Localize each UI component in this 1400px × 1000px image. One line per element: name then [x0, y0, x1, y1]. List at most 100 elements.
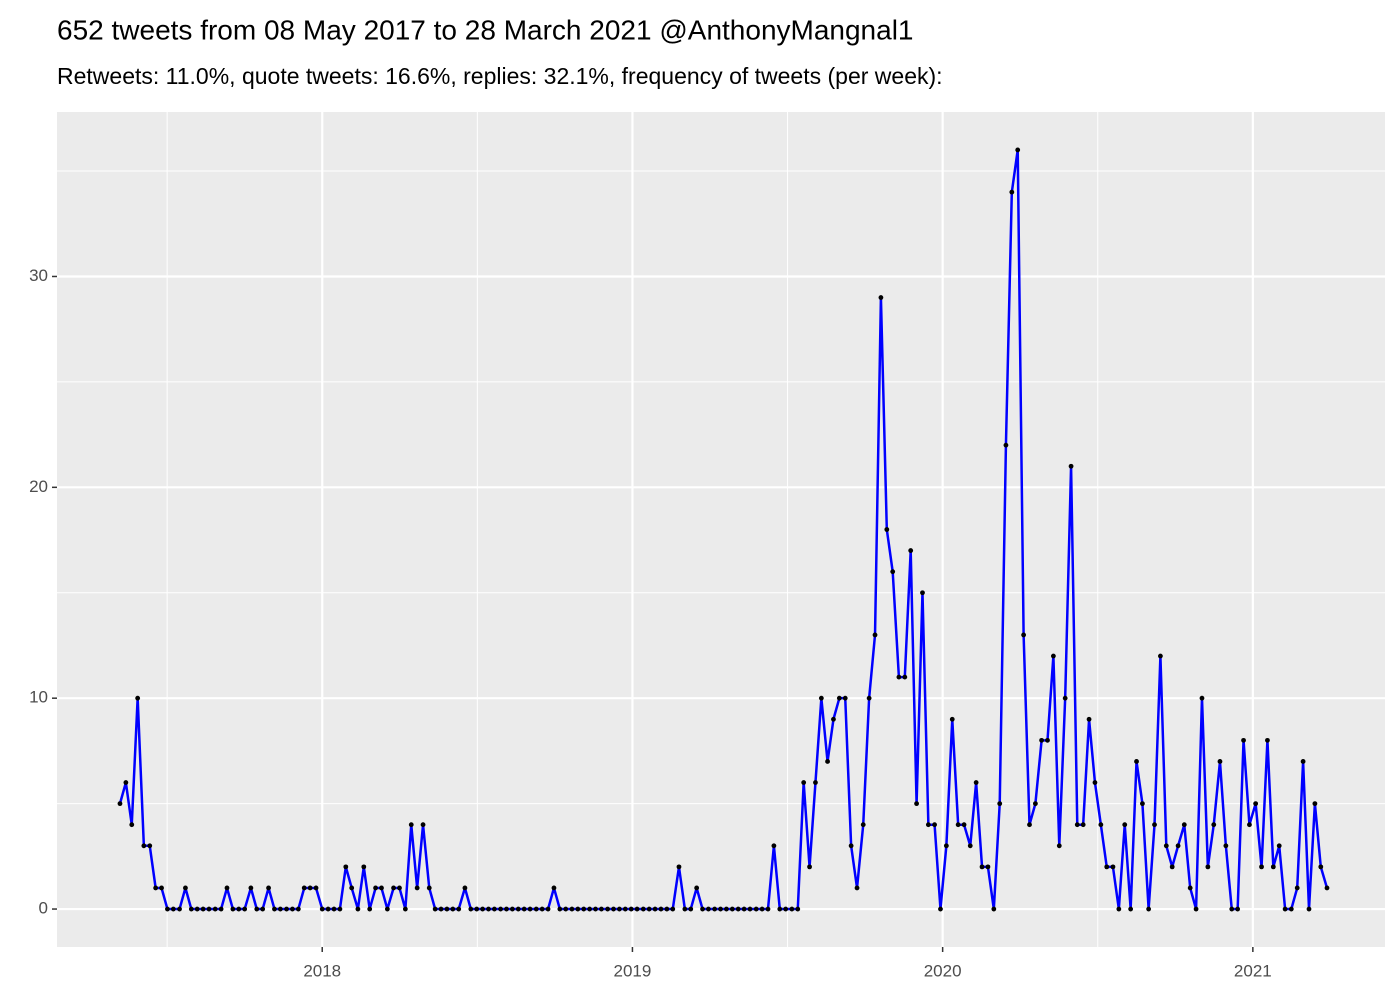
data-point: [1056, 843, 1062, 849]
data-point: [860, 822, 866, 828]
data-point: [818, 695, 824, 701]
data-point: [1300, 759, 1306, 764]
data-point: [474, 906, 480, 912]
data-point: [450, 906, 456, 912]
y-tick-label: 30: [29, 266, 48, 285]
data-point: [414, 885, 420, 891]
data-point: [498, 906, 503, 912]
data-point: [165, 906, 170, 912]
data-point: [753, 906, 759, 912]
data-point: [266, 885, 271, 891]
data-point: [557, 906, 563, 912]
data-point: [295, 906, 301, 912]
data-point: [938, 906, 943, 912]
data-point: [188, 906, 194, 912]
data-point: [1146, 906, 1152, 912]
data-point: [569, 906, 575, 912]
data-point: [1193, 906, 1199, 912]
x-tick-label: 2020: [924, 961, 962, 980]
data-point: [159, 885, 164, 891]
data-point: [783, 906, 789, 912]
data-point: [932, 822, 937, 828]
data-point: [747, 906, 753, 912]
data-point: [599, 906, 604, 912]
data-point: [605, 906, 611, 912]
data-point: [617, 906, 622, 912]
data-point: [397, 885, 402, 891]
data-point: [848, 843, 854, 849]
data-point: [1050, 653, 1056, 659]
data-point: [1015, 147, 1021, 153]
data-point: [379, 885, 384, 891]
data-point: [622, 906, 628, 912]
data-point: [420, 822, 426, 828]
data-point: [866, 695, 872, 701]
chart-subtitle: Retweets: 11.0%, quote tweets: 16.6%, re…: [57, 63, 943, 89]
data-point: [1217, 759, 1223, 764]
data-point: [1175, 843, 1181, 849]
data-point: [914, 801, 919, 807]
data-point: [801, 780, 807, 785]
data-point: [349, 885, 355, 891]
data-point: [254, 906, 260, 912]
data-point: [658, 906, 664, 912]
data-point: [890, 569, 896, 575]
data-point: [1241, 737, 1246, 743]
data-point: [212, 906, 218, 912]
chart-title: 652 tweets from 08 May 2017 to 28 March …: [57, 14, 914, 45]
data-point: [319, 906, 325, 912]
data-point: [967, 843, 973, 849]
data-point: [272, 906, 277, 912]
data-point: [337, 906, 343, 912]
y-tick-label: 0: [39, 899, 48, 918]
data-point: [1294, 885, 1300, 891]
data-point: [676, 864, 682, 870]
data-point: [1027, 822, 1032, 828]
data-point: [384, 906, 390, 912]
data-point: [438, 906, 444, 912]
data-point: [1158, 653, 1163, 659]
data-point: [1318, 864, 1324, 870]
data-point: [1223, 843, 1229, 849]
data-point: [706, 906, 711, 912]
data-point: [1265, 737, 1270, 743]
plot-panel: [57, 112, 1385, 947]
data-point: [1282, 906, 1288, 912]
data-point: [545, 906, 551, 912]
data-point: [741, 906, 747, 912]
data-point: [973, 780, 979, 785]
data-point: [1181, 822, 1187, 828]
data-point: [325, 906, 331, 912]
data-point: [813, 780, 818, 785]
data-point: [628, 906, 634, 912]
data-point: [521, 906, 527, 912]
data-point: [712, 906, 718, 912]
data-point: [1104, 864, 1110, 870]
data-point: [1092, 780, 1098, 785]
data-point: [1098, 822, 1104, 828]
data-point: [260, 906, 266, 912]
data-point: [807, 864, 812, 870]
data-point: [1032, 801, 1038, 807]
data-point: [896, 674, 902, 680]
data-point: [1039, 737, 1044, 743]
data-point: [634, 906, 640, 912]
data-point: [694, 885, 700, 891]
data-point: [902, 674, 908, 680]
y-tick-label: 10: [29, 688, 48, 707]
data-point: [402, 906, 408, 912]
data-point: [991, 906, 997, 912]
data-point: [367, 906, 373, 912]
data-point: [1235, 906, 1241, 912]
data-point: [735, 906, 741, 912]
data-point: [141, 843, 147, 849]
data-point: [611, 906, 616, 912]
data-point: [771, 843, 777, 849]
data-point: [670, 906, 676, 912]
data-point: [1163, 843, 1169, 849]
data-point: [361, 864, 367, 870]
data-point: [908, 548, 914, 553]
data-point: [236, 906, 242, 912]
data-point: [480, 906, 486, 912]
data-point: [718, 906, 723, 912]
